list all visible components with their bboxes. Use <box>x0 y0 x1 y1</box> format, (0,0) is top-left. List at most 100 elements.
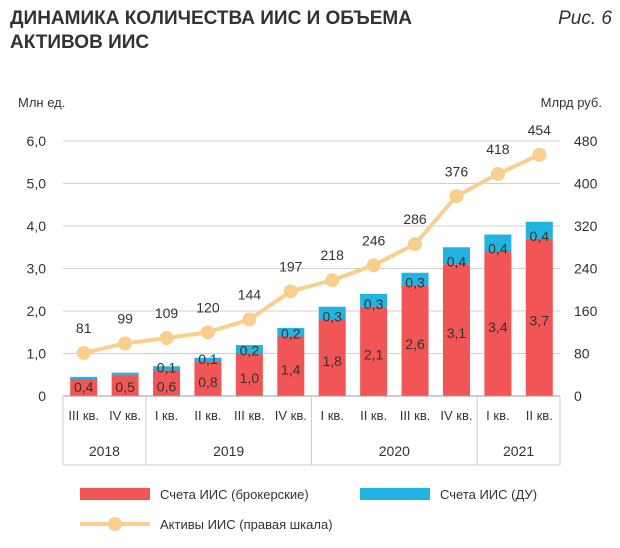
y2-tick-label: 320 <box>574 218 598 234</box>
bar-du <box>360 294 388 307</box>
assets-point <box>283 284 298 299</box>
y-tick-label: 0 <box>38 388 46 404</box>
bar-du <box>525 221 553 239</box>
bar-du-label: 0,3 <box>405 275 425 291</box>
bar-broker-label: 0,5 <box>115 379 135 395</box>
assets-label: 120 <box>196 299 220 315</box>
year-label: 2021 <box>503 443 534 459</box>
legend-swatch-broker <box>80 488 150 500</box>
bar-du-label: 0,3 <box>364 296 384 312</box>
bar-du <box>442 247 470 265</box>
left-axis-label: Млн ед. <box>18 95 65 110</box>
bar-broker <box>194 362 222 396</box>
bar-broker-label: 3,4 <box>488 319 508 335</box>
bar-broker-label: 1,4 <box>281 361 301 377</box>
assets-point <box>408 237 423 252</box>
assets-point <box>490 166 505 181</box>
year-label: 2018 <box>89 443 120 459</box>
bar-broker-label: 0,4 <box>74 379 94 395</box>
bar-du-label: 0,4 <box>447 253 467 269</box>
y2-tick-label: 480 <box>574 133 598 149</box>
chart-title-line-1: ДИНАМИКА КОЛИЧЕСТВА ИИС И ОБЪЕМА <box>10 8 412 29</box>
bar-du-label: 0,2 <box>281 326 301 342</box>
assets-point <box>159 331 174 346</box>
y-tick-label: 4,0 <box>27 218 47 234</box>
assets-label: 218 <box>321 247 345 263</box>
x-tick-label: IV кв. <box>109 408 141 423</box>
bar-broker <box>111 374 139 396</box>
bar-broker <box>360 306 388 396</box>
bar-broker-label: 1,8 <box>322 353 342 369</box>
x-tick-label: I кв. <box>486 408 509 423</box>
bar-broker-label: 2,1 <box>364 346 384 362</box>
assets-label: 81 <box>76 320 92 336</box>
x-tick-label: I кв. <box>320 408 343 423</box>
bar-broker-label: 2,6 <box>405 336 425 352</box>
assets-point <box>200 325 215 340</box>
bar-du <box>318 306 346 320</box>
assets-label: 418 <box>486 141 510 157</box>
x-tick-label: IV кв. <box>275 408 307 423</box>
bar-du-label: 0,1 <box>198 351 218 367</box>
bar-du <box>235 345 263 354</box>
legend-label-du: Счета ИИС (ДУ) <box>440 487 537 502</box>
assets-point <box>76 345 91 360</box>
y2-tick-label: 80 <box>574 346 590 362</box>
figure-label: Рис. 6 <box>558 8 612 29</box>
y2-tick-label: 240 <box>574 261 598 277</box>
bar-du <box>401 272 429 286</box>
assets-label: 99 <box>117 310 133 326</box>
x-tick-label: III кв. <box>400 408 431 423</box>
bar-broker <box>318 319 346 396</box>
x-tick-label: II кв. <box>360 408 387 423</box>
bar-broker-label: 1,0 <box>240 370 260 386</box>
legend-label-assets: Активы ИИС (правая шкала) <box>160 517 333 532</box>
bar-du-label: 0,3 <box>322 309 342 325</box>
assets-label: 144 <box>238 287 262 303</box>
assets-label: 454 <box>528 122 552 138</box>
y-tick-label: 3,0 <box>27 261 47 277</box>
x-tick-label: III кв. <box>234 408 265 423</box>
y-tick-label: 1,0 <box>27 346 47 362</box>
x-tick-label: I кв. <box>155 408 178 423</box>
bar-du <box>484 234 512 252</box>
bar-du <box>277 328 305 337</box>
bar-broker <box>442 264 470 396</box>
chart-title-line-2: АКТИВОВ ИИС <box>10 32 149 53</box>
assets-label: 246 <box>362 232 386 248</box>
bar-du-label: 0,4 <box>488 241 508 257</box>
legend-marker-assets <box>108 517 122 531</box>
legend-label-broker: Счета ИИС (брокерские) <box>160 487 309 502</box>
legend-swatch-du <box>360 488 430 500</box>
bar-broker-label: 0,8 <box>198 374 218 390</box>
bar-du <box>111 372 139 375</box>
bar-broker-label: 3,1 <box>447 325 467 341</box>
bar-broker-label: 0,6 <box>157 378 177 394</box>
bar-broker <box>235 353 263 396</box>
x-tick-label: III кв. <box>68 408 99 423</box>
bar-broker <box>525 238 553 396</box>
bar-broker <box>401 285 429 396</box>
assets-point <box>532 147 547 162</box>
bar-du-label: 0,4 <box>530 228 550 244</box>
assets-point <box>325 273 340 288</box>
x-tick-label: II кв. <box>526 408 553 423</box>
bar-broker <box>153 370 181 396</box>
y-tick-label: 6,0 <box>27 133 47 149</box>
bar-broker <box>70 379 98 396</box>
assets-label: 286 <box>403 211 427 227</box>
bar-du-label: 0,1 <box>157 360 177 376</box>
y2-tick-label: 160 <box>574 303 598 319</box>
year-label: 2020 <box>379 443 410 459</box>
bar-du-label: 0,2 <box>240 343 260 359</box>
assets-label: 197 <box>279 258 303 274</box>
year-label: 2019 <box>213 443 244 459</box>
y-tick-label: 5,0 <box>27 176 47 192</box>
bar-du <box>70 376 98 379</box>
x-tick-label: II кв. <box>194 408 221 423</box>
bar-du <box>194 357 222 362</box>
y2-tick-label: 0 <box>574 388 582 404</box>
bar-broker-label: 3,7 <box>530 312 550 328</box>
assets-label: 376 <box>445 163 469 179</box>
